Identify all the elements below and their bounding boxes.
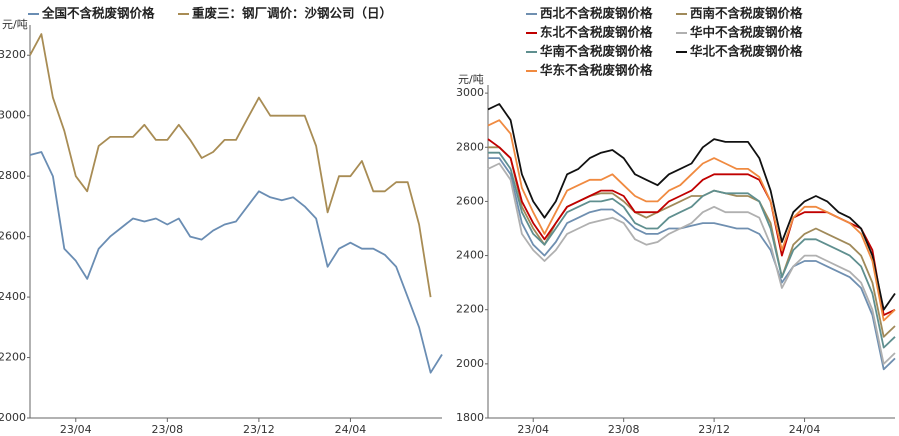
- data-line: [29, 151, 443, 374]
- y-tick-label: 3000: [456, 86, 484, 99]
- x-tick-label: 24/04: [335, 423, 367, 436]
- legend-label: 重废三：钢厂调价：沙钢公司（日）: [192, 6, 392, 21]
- x-tick-label: 23/08: [151, 423, 183, 436]
- y-tick-label: 2400: [456, 249, 484, 262]
- x-tick-label: 23/04: [60, 423, 92, 436]
- data-line: [488, 157, 896, 371]
- legend-label: 华东不含税废钢价格: [540, 63, 653, 78]
- y-tick-label: 3000: [0, 109, 26, 122]
- y-tick-label: 2200: [456, 303, 484, 316]
- legend-label: 西南不含税废钢价格: [690, 6, 803, 21]
- data-line: [487, 103, 896, 311]
- data-line: [488, 146, 896, 338]
- y-tick-label: 2400: [0, 290, 26, 303]
- y-tick-label: 2000: [456, 357, 484, 370]
- y-tick-label: 2800: [0, 169, 26, 182]
- x-tick-label: 23/04: [517, 423, 549, 436]
- x-tick-label: 24/04: [789, 423, 821, 436]
- y-tick-label: 2600: [0, 230, 26, 243]
- legend-label: 西北不含税废钢价格: [540, 6, 653, 21]
- data-line: [487, 119, 896, 322]
- y-tick-label: 2800: [456, 140, 484, 153]
- x-tick-label: 23/12: [698, 423, 730, 436]
- y-tick-label: 1800: [456, 411, 484, 424]
- legend-label: 全国不含税废钢价格: [41, 6, 155, 21]
- y-tick-label: 2600: [456, 194, 484, 207]
- x-tick-label: 23/08: [608, 423, 640, 436]
- x-tick-label: 23/12: [243, 423, 275, 436]
- y-tick-label: 2200: [0, 351, 26, 364]
- y-unit: 元/吨: [2, 18, 28, 31]
- data-line: [488, 151, 896, 349]
- data-line: [487, 162, 896, 365]
- y-tick-label: 2000: [0, 411, 26, 424]
- data-line: [29, 33, 432, 298]
- legend-label: 东北不含税废钢价格: [540, 25, 653, 40]
- legend-label: 华北不含税废钢价格: [690, 44, 803, 59]
- legend-label: 华中不含税废钢价格: [690, 25, 803, 40]
- legend-label: 华南不含税废钢价格: [540, 44, 653, 59]
- y-tick-label: 3200: [0, 48, 26, 61]
- y-unit: 元/吨: [458, 73, 484, 86]
